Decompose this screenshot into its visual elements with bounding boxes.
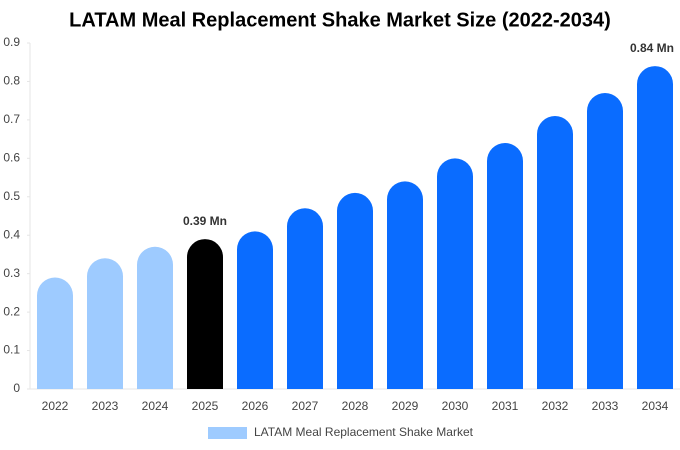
y-tick-label: 0.5 — [3, 189, 20, 203]
x-tick-label: 2022 — [42, 399, 69, 413]
y-tick-label: 0.3 — [3, 266, 20, 280]
bar — [337, 192, 373, 389]
y-tick-label: 0.8 — [3, 74, 20, 88]
y-tick-label: 0.4 — [3, 227, 20, 241]
x-tick-label: 2029 — [392, 399, 419, 413]
bar — [437, 158, 473, 389]
bar — [587, 92, 623, 389]
bar — [137, 246, 173, 389]
x-tick-label: 2031 — [492, 399, 519, 413]
bar — [387, 181, 423, 389]
x-tick-label: 2025 — [192, 399, 219, 413]
y-tick-label: 0.7 — [3, 112, 20, 126]
x-tick-label: 2028 — [342, 399, 369, 413]
data-label: 0.84 Mn — [630, 41, 674, 55]
bar — [237, 231, 273, 389]
x-tick-label: 2024 — [142, 399, 169, 413]
y-tick-label: 0 — [13, 381, 20, 395]
legend-label: LATAM Meal Replacement Shake Market — [254, 425, 474, 439]
bar — [187, 239, 223, 389]
x-tick-label: 2032 — [542, 399, 569, 413]
bar — [637, 66, 673, 389]
bar — [287, 208, 323, 389]
y-tick-label: 0.6 — [3, 151, 20, 165]
bar — [537, 116, 573, 390]
x-tick-label: 2033 — [592, 399, 619, 413]
x-tick-label: 2034 — [642, 399, 669, 413]
chart-title: LATAM Meal Replacement Shake Market Size… — [69, 9, 611, 31]
x-tick-label: 2030 — [442, 399, 469, 413]
y-tick-label: 0.2 — [3, 304, 20, 318]
x-tick-label: 2027 — [292, 399, 319, 413]
bar — [487, 142, 523, 389]
legend-swatch — [208, 427, 247, 439]
x-tick-label: 2026 — [242, 399, 269, 413]
y-tick-label: 0.1 — [3, 343, 20, 357]
bar — [87, 258, 123, 389]
bar — [37, 277, 73, 389]
y-tick-label: 0.9 — [3, 35, 20, 49]
x-tick-label: 2023 — [92, 399, 119, 413]
data-label: 0.39 Mn — [183, 214, 227, 228]
